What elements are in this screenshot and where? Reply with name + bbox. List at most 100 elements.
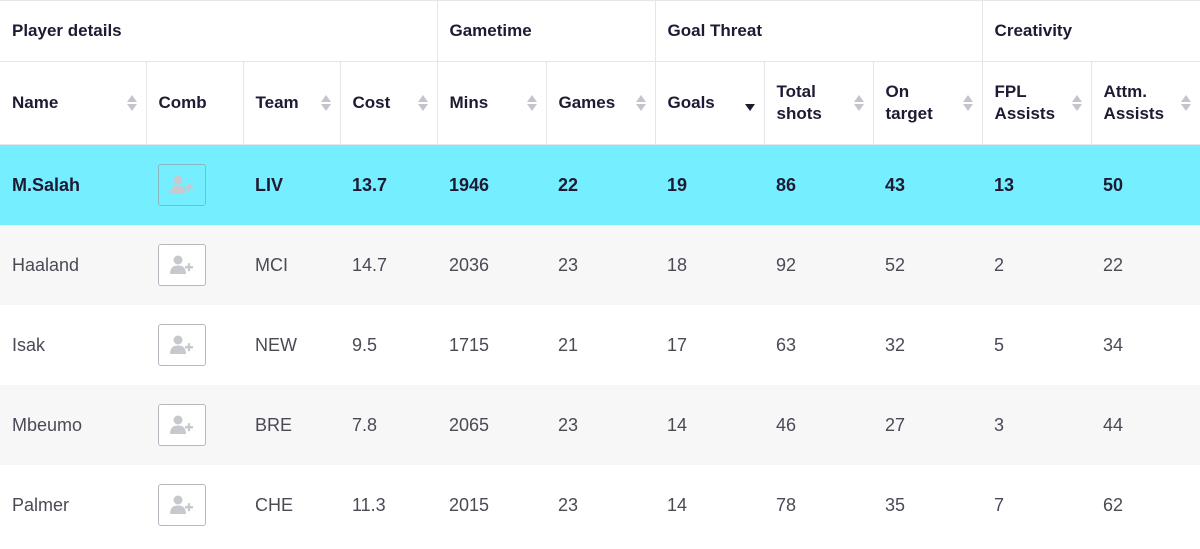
add-user-icon <box>170 335 193 354</box>
on-target-cell: 52 <box>873 225 983 305</box>
add-user-icon <box>170 495 193 514</box>
col-label-attm-assists: Attm. Assists <box>1104 81 1164 125</box>
group-goal-threat: Goal Threat <box>655 0 983 62</box>
attm-assists-cell: 62 <box>1091 465 1200 545</box>
fpl-assists-cell: 3 <box>982 385 1092 465</box>
total-shots-cell: 92 <box>764 225 874 305</box>
player-name[interactable]: M.Salah <box>0 144 146 225</box>
team-cell: NEW <box>243 305 340 385</box>
table-row[interactable]: Palmer CHE 11.3 2015 23 14 78 35 7 62 <box>0 465 1200 545</box>
add-player-button[interactable] <box>158 164 206 206</box>
cost-cell: 11.3 <box>340 465 437 545</box>
col-label-line-2: target <box>885 104 933 123</box>
goals-cell: 18 <box>655 225 765 305</box>
sort-desc-icon[interactable] <box>744 94 756 112</box>
col-header-mins[interactable]: Mins <box>437 61 547 145</box>
sort-arrows-icon[interactable] <box>962 94 974 112</box>
cost-cell: 7.8 <box>340 385 437 465</box>
col-header-on-target[interactable]: On target <box>873 61 983 145</box>
mins-cell: 2036 <box>437 225 546 305</box>
comb-cell <box>146 144 243 225</box>
player-rows: M.Salah LIV 13.7 1946 22 19 86 43 13 50 … <box>0 144 1200 545</box>
sort-arrows-icon[interactable] <box>853 94 865 112</box>
col-label-on-target: On target <box>886 81 933 125</box>
team-cell: BRE <box>243 385 340 465</box>
col-header-goals[interactable]: Goals <box>655 61 765 145</box>
col-label-fpl-assists: FPL Assists <box>995 81 1055 125</box>
col-label-team: Team <box>255 93 299 112</box>
table-row[interactable]: Haaland MCI 14.7 2036 23 18 92 52 2 22 <box>0 225 1200 305</box>
team-cell: LIV <box>243 144 340 225</box>
fpl-assists-cell: 13 <box>982 144 1092 225</box>
sort-arrows-icon[interactable] <box>1071 94 1083 112</box>
on-target-cell: 43 <box>873 144 983 225</box>
sort-arrows-icon[interactable] <box>526 94 538 112</box>
comb-cell <box>146 385 243 465</box>
cost-cell: 9.5 <box>340 305 437 385</box>
col-header-name[interactable]: Name <box>0 61 147 145</box>
col-label-total-shots: Total shots <box>777 81 822 125</box>
sort-arrows-icon[interactable] <box>635 94 647 112</box>
games-cell: 22 <box>546 144 656 225</box>
total-shots-cell: 86 <box>764 144 874 225</box>
mins-cell: 2065 <box>437 385 546 465</box>
column-group-header-row: Player details Gametime Goal Threat Crea… <box>0 0 1200 62</box>
col-header-attm-assists[interactable]: Attm. Assists <box>1091 61 1200 145</box>
column-header-row: Name Comb Team Cost Mins Games Goals Tot… <box>0 61 1200 145</box>
fpl-assists-cell: 5 <box>982 305 1092 385</box>
attm-assists-cell: 34 <box>1091 305 1200 385</box>
add-player-button[interactable] <box>158 324 206 366</box>
col-header-games[interactable]: Games <box>546 61 656 145</box>
team-cell: MCI <box>243 225 340 305</box>
games-cell: 23 <box>546 225 656 305</box>
total-shots-cell: 46 <box>764 385 874 465</box>
col-header-fpl-assists[interactable]: FPL Assists <box>982 61 1092 145</box>
col-label-line-1: Attm. <box>1103 82 1147 101</box>
mins-cell: 2015 <box>437 465 546 545</box>
group-creativity: Creativity <box>982 0 1200 62</box>
group-player-details: Player details <box>0 0 438 62</box>
col-header-comb: Comb <box>146 61 244 145</box>
table-row[interactable]: M.Salah LIV 13.7 1946 22 19 86 43 13 50 <box>0 144 1200 225</box>
on-target-cell: 32 <box>873 305 983 385</box>
col-label-mins: Mins <box>449 93 489 112</box>
col-header-total-shots[interactable]: Total shots <box>764 61 874 145</box>
add-player-button[interactable] <box>158 404 206 446</box>
total-shots-cell: 78 <box>764 465 874 545</box>
player-name[interactable]: Palmer <box>0 465 146 545</box>
add-user-icon <box>170 175 193 194</box>
col-label-name: Name <box>12 93 59 112</box>
sort-arrows-icon[interactable] <box>1180 94 1192 112</box>
table-row[interactable]: Isak NEW 9.5 1715 21 17 63 32 5 34 <box>0 305 1200 385</box>
sort-arrows-icon[interactable] <box>126 94 138 112</box>
add-player-button[interactable] <box>158 244 206 286</box>
player-name[interactable]: Mbeumo <box>0 385 146 465</box>
col-label-comb: Comb <box>158 93 207 112</box>
col-label-goals: Goals <box>667 93 715 112</box>
on-target-cell: 27 <box>873 385 983 465</box>
col-label-line-2: Assists <box>1103 104 1165 123</box>
fpl-assists-cell: 2 <box>982 225 1092 305</box>
on-target-cell: 35 <box>873 465 983 545</box>
comb-cell <box>146 225 243 305</box>
games-cell: 21 <box>546 305 656 385</box>
add-player-button[interactable] <box>158 484 206 526</box>
games-cell: 23 <box>546 465 656 545</box>
col-header-cost[interactable]: Cost <box>340 61 438 145</box>
comb-cell <box>146 465 243 545</box>
sort-arrows-icon[interactable] <box>320 94 332 112</box>
mins-cell: 1946 <box>437 144 546 225</box>
goals-cell: 19 <box>655 144 765 225</box>
player-name[interactable]: Isak <box>0 305 146 385</box>
table-row[interactable]: Mbeumo BRE 7.8 2065 23 14 46 27 3 44 <box>0 385 1200 465</box>
add-user-icon <box>170 255 193 274</box>
attm-assists-cell: 50 <box>1091 144 1200 225</box>
cost-cell: 14.7 <box>340 225 437 305</box>
col-label-games: Games <box>558 93 616 112</box>
col-label-line-1: Total <box>776 82 816 101</box>
col-header-team[interactable]: Team <box>243 61 341 145</box>
player-name[interactable]: Haaland <box>0 225 146 305</box>
attm-assists-cell: 22 <box>1091 225 1200 305</box>
sort-arrows-icon[interactable] <box>417 94 429 112</box>
